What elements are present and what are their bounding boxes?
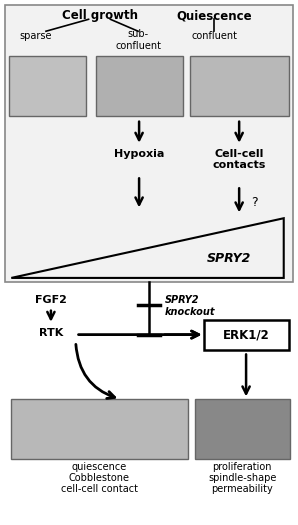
Text: permeability: permeability: [211, 484, 273, 494]
Text: ?: ?: [251, 196, 258, 209]
Text: Cell growth: Cell growth: [63, 9, 139, 23]
Text: knockout: knockout: [165, 307, 215, 317]
Bar: [195, 400, 290, 459]
Bar: [9, 56, 86, 116]
Bar: [190, 56, 289, 116]
Text: SPRY2: SPRY2: [207, 251, 252, 265]
Bar: [11, 400, 188, 459]
Text: sparse: sparse: [20, 31, 52, 41]
Text: ERK1/2: ERK1/2: [223, 328, 270, 341]
Text: SPRY2: SPRY2: [165, 295, 199, 305]
Text: proliferation: proliferation: [212, 462, 272, 472]
Text: spindle-shape: spindle-shape: [208, 473, 276, 483]
Text: Cobblestone: Cobblestone: [69, 473, 130, 483]
Text: Cell-cell
contacts: Cell-cell contacts: [212, 149, 266, 170]
Text: Quiescence: Quiescence: [177, 9, 252, 23]
Bar: [204, 320, 289, 350]
Text: Hypoxia: Hypoxia: [114, 149, 164, 159]
Text: FGF2: FGF2: [35, 295, 67, 305]
Text: sub-
confluent: sub- confluent: [115, 29, 161, 51]
Bar: [5, 5, 293, 282]
Text: cell-cell contact: cell-cell contact: [61, 484, 138, 494]
Text: RTK: RTK: [39, 328, 63, 338]
Text: confluent: confluent: [191, 31, 238, 41]
Bar: [95, 56, 183, 116]
Text: quiescence: quiescence: [72, 462, 127, 472]
